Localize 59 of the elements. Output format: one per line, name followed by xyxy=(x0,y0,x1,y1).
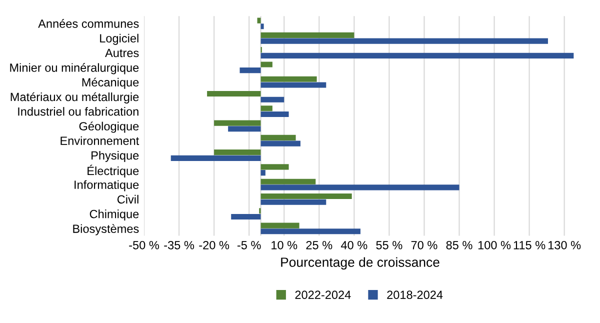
x-tick-label: 10 % xyxy=(272,240,298,250)
x-tick-label: 115 % xyxy=(514,241,546,250)
y-tick-label: Années communes xyxy=(38,19,139,28)
x-tick-label: 55 % xyxy=(376,241,402,250)
bar xyxy=(214,120,261,126)
x-tick-label: -35 % xyxy=(164,240,194,250)
y-tick-label: Informatique xyxy=(74,180,139,192)
bar xyxy=(260,96,284,102)
bar xyxy=(260,170,266,176)
y-tick-label: Environnement xyxy=(60,136,140,146)
bar xyxy=(260,38,548,44)
bar xyxy=(260,32,354,38)
bar xyxy=(260,76,317,82)
bar xyxy=(231,214,261,220)
x-tick-label: 85 % xyxy=(446,240,472,250)
bar xyxy=(260,228,360,234)
bar xyxy=(260,134,296,140)
y-tick-label: Industriel ou fabrication xyxy=(18,107,138,116)
bar xyxy=(260,82,326,88)
x-tick-label: 70 % xyxy=(411,240,438,250)
bar xyxy=(260,140,300,146)
x-tick-label: 100 % xyxy=(478,240,511,250)
bar xyxy=(214,150,261,156)
x-tick-label: 40 % xyxy=(340,240,368,250)
legend-label: 2018-2024 xyxy=(387,290,443,300)
bar xyxy=(207,90,261,97)
bar xyxy=(240,68,261,74)
y-tick-label: Civil xyxy=(117,194,138,204)
x-tick-label: 130 % xyxy=(548,240,581,250)
y-tick-label: Logiciel xyxy=(100,34,138,45)
y-tick-label: Minier ou minéralurgique xyxy=(10,63,139,74)
bar xyxy=(260,52,574,58)
bar xyxy=(260,193,352,200)
y-tick-label: Autres xyxy=(105,48,139,58)
y-tick-label: Mécanique xyxy=(82,78,139,89)
legend-label: 2022-2024 xyxy=(295,290,351,300)
x-tick-label: 25 % xyxy=(306,240,332,250)
bar xyxy=(260,62,272,68)
y-tick-label: Matériaux ou métallurgie xyxy=(10,92,139,104)
bar xyxy=(260,24,264,30)
y-tick-label: Géologique xyxy=(79,122,139,133)
y-tick-label: Chimique xyxy=(90,210,139,221)
x-tick-label: -50 % xyxy=(129,240,159,250)
bar xyxy=(257,18,261,24)
x-axis-title: Pourcentage de croissance xyxy=(281,257,440,270)
x-tick-label: -20 % xyxy=(199,240,230,250)
y-tick-label: Électrique xyxy=(88,164,139,178)
bar xyxy=(260,111,289,118)
bar xyxy=(170,155,261,161)
bar xyxy=(228,126,261,132)
bar xyxy=(260,178,316,184)
bar xyxy=(260,184,460,190)
bar xyxy=(260,199,326,205)
bar xyxy=(260,164,289,170)
bar xyxy=(260,222,300,228)
x-tick-label: -5 % xyxy=(237,241,261,250)
y-tick-label: Physique xyxy=(92,150,139,162)
bar xyxy=(260,106,272,112)
y-tick-label: Biosystèmes xyxy=(73,224,139,236)
